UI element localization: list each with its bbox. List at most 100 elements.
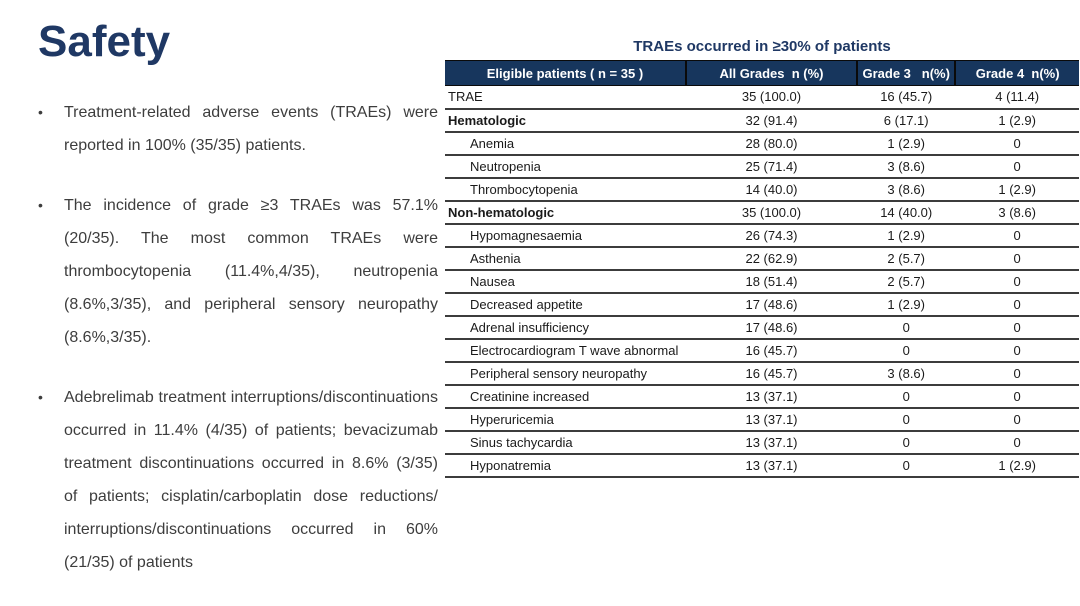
cell-all-grades: 13 (37.1) [685, 453, 858, 478]
row-label: Asthenia [445, 246, 686, 271]
row-label: Non-hematologic [445, 200, 686, 225]
table-row: Peripheral sensory neuropathy 16 (45.7) … [445, 361, 1079, 386]
cell-all-grades: 16 (45.7) [685, 361, 858, 386]
col-header-grade-3: Grade 3 n(%) [856, 60, 956, 86]
bullet-item: • Treatment-related adverse events (TRAE… [38, 96, 438, 162]
row-label: Nausea [445, 269, 686, 294]
cell-grade-3: 2 (5.7) [857, 269, 956, 294]
cell-grade-3: 0 [857, 407, 956, 432]
left-panel: Safety • Treatment-related adverse event… [38, 20, 438, 606]
table-row: Nausea 18 (51.4) 2 (5.7) 0 [445, 269, 1079, 294]
table-row: Asthenia 22 (62.9) 2 (5.7) 0 [445, 246, 1079, 271]
cell-grade-4: 0 [955, 315, 1079, 340]
row-label: Hypomagnesaemia [445, 223, 686, 248]
table-body: TRAE 35 (100.0) 16 (45.7) 4 (11.4) Hemat… [445, 85, 1079, 478]
cell-all-grades: 28 (80.0) [685, 131, 858, 156]
table-header-row: Eligible patients ( n = 35 ) All Grades … [445, 60, 1079, 86]
cell-grade-3: 14 (40.0) [857, 200, 956, 225]
cell-grade-4: 3 (8.6) [955, 200, 1079, 225]
table-row: TRAE 35 (100.0) 16 (45.7) 4 (11.4) [445, 85, 1079, 110]
table-row: Adrenal insufficiency 17 (48.6) 0 0 [445, 315, 1079, 340]
page-title: Safety [38, 17, 171, 66]
cell-grade-4: 0 [955, 430, 1079, 455]
bullet-text: Treatment-related adverse events (TRAEs)… [64, 104, 438, 154]
cell-grade-4: 1 (2.9) [955, 108, 1079, 133]
bullet-text: The incidence of grade ≥3 TRAEs was 57.1… [64, 197, 438, 346]
cell-all-grades: 13 (37.1) [685, 430, 858, 455]
row-label: Adrenal insufficiency [445, 315, 686, 340]
cell-grade-3: 3 (8.6) [857, 154, 956, 179]
cell-grade-3: 1 (2.9) [857, 292, 956, 317]
row-label: Neutropenia [445, 154, 686, 179]
row-label: Decreased appetite [445, 292, 686, 317]
bullet-marker: • [38, 389, 43, 405]
table-row: Sinus tachycardia 13 (37.1) 0 0 [445, 430, 1079, 455]
cell-grade-3: 0 [857, 338, 956, 363]
table-panel: TRAEs occurred in ≥30% of patients Eligi… [445, 38, 1079, 478]
table-row: Hyperuricemia 13 (37.1) 0 0 [445, 407, 1079, 432]
cell-all-grades: 14 (40.0) [685, 177, 858, 202]
bullet-marker: • [38, 104, 43, 120]
cell-grade-3: 0 [857, 384, 956, 409]
row-label: Electrocardiogram T wave abnormal [445, 338, 686, 363]
table-row: Hypomagnesaemia 26 (74.3) 1 (2.9) 0 [445, 223, 1079, 248]
row-label: Hematologic [445, 108, 686, 133]
table-row: Neutropenia 25 (71.4) 3 (8.6) 0 [445, 154, 1079, 179]
table-row: Thrombocytopenia 14 (40.0) 3 (8.6) 1 (2.… [445, 177, 1079, 202]
cell-grade-4: 0 [955, 292, 1079, 317]
col-header-all-grades: All Grades n (%) [684, 60, 858, 86]
row-label: Sinus tachycardia [445, 430, 686, 455]
cell-grade-4: 0 [955, 384, 1079, 409]
table-row: Electrocardiogram T wave abnormal 16 (45… [445, 338, 1079, 363]
cell-grade-4: 0 [955, 269, 1079, 294]
table-header: Eligible patients ( n = 35 ) All Grades … [445, 60, 1079, 86]
cell-grade-4: 4 (11.4) [955, 85, 1079, 110]
cell-all-grades: 17 (48.6) [685, 315, 858, 340]
cell-grade-4: 0 [955, 223, 1079, 248]
cell-grade-3: 1 (2.9) [857, 131, 956, 156]
cell-grade-3: 16 (45.7) [857, 85, 956, 110]
col-header-grade-4: Grade 4 n(%) [954, 60, 1079, 86]
cell-all-grades: 25 (71.4) [685, 154, 858, 179]
cell-all-grades: 16 (45.7) [685, 338, 858, 363]
cell-grade-3: 6 (17.1) [857, 108, 956, 133]
cell-grade-4: 0 [955, 131, 1079, 156]
bullet-item: • Adebrelimab treatment interruptions/di… [38, 381, 438, 579]
bullet-text: Adebrelimab treatment interruptions/disc… [64, 389, 438, 571]
cell-grade-3: 3 (8.6) [857, 361, 956, 386]
row-label: Creatinine increased [445, 384, 686, 409]
row-label: TRAE [445, 85, 686, 110]
cell-all-grades: 35 (100.0) [685, 85, 858, 110]
table-row: Anemia 28 (80.0) 1 (2.9) 0 [445, 131, 1079, 156]
bullet-item: • The incidence of grade ≥3 TRAEs was 57… [38, 189, 438, 354]
cell-grade-4: 1 (2.9) [955, 453, 1079, 478]
row-label: Thrombocytopenia [445, 177, 686, 202]
row-label: Hyperuricemia [445, 407, 686, 432]
cell-grade-3: 2 (5.7) [857, 246, 956, 271]
cell-all-grades: 26 (74.3) [685, 223, 858, 248]
cell-all-grades: 35 (100.0) [685, 200, 858, 225]
cell-all-grades: 18 (51.4) [685, 269, 858, 294]
bullet-list: • Treatment-related adverse events (TRAE… [38, 96, 438, 579]
cell-all-grades: 13 (37.1) [685, 407, 858, 432]
cell-grade-3: 1 (2.9) [857, 223, 956, 248]
cell-grade-4: 0 [955, 361, 1079, 386]
cell-all-grades: 13 (37.1) [685, 384, 858, 409]
cell-grade-3: 0 [857, 453, 956, 478]
cell-grade-4: 0 [955, 338, 1079, 363]
row-label: Anemia [445, 131, 686, 156]
row-label: Hyponatremia [445, 453, 686, 478]
table-row: Non-hematologic 35 (100.0) 14 (40.0) 3 (… [445, 200, 1079, 225]
row-label: Peripheral sensory neuropathy [445, 361, 686, 386]
col-header-eligible-patients: Eligible patients ( n = 35 ) [445, 60, 686, 86]
table-row: Hematologic 32 (91.4) 6 (17.1) 1 (2.9) [445, 108, 1079, 133]
cell-grade-3: 0 [857, 430, 956, 455]
cell-grade-4: 0 [955, 246, 1079, 271]
cell-grade-3: 3 (8.6) [857, 177, 956, 202]
table-row: Creatinine increased 13 (37.1) 0 0 [445, 384, 1079, 409]
cell-grade-4: 0 [955, 154, 1079, 179]
table-row: Hyponatremia 13 (37.1) 0 1 (2.9) [445, 453, 1079, 478]
table-title: TRAEs occurred in ≥30% of patients [633, 38, 891, 55]
cell-all-grades: 32 (91.4) [685, 108, 858, 133]
table-row: Decreased appetite 17 (48.6) 1 (2.9) 0 [445, 292, 1079, 317]
